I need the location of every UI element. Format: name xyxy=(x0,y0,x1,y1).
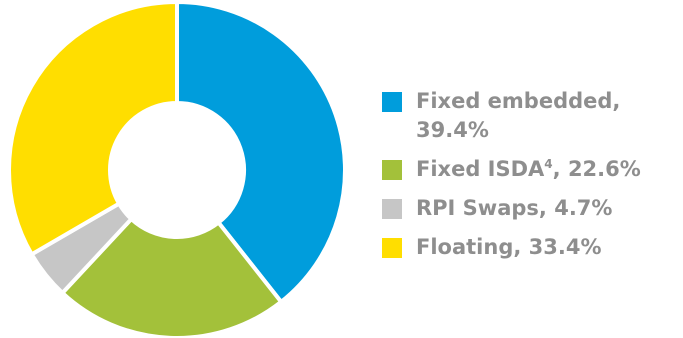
legend-label-fixed-isda: Fixed ISDA4, 22.6% xyxy=(416,157,641,181)
legend-swatch-fixed-isda xyxy=(382,160,402,180)
donut-slice-fixed-isda xyxy=(59,216,284,338)
donut-slice-fixed-embedded xyxy=(175,0,347,305)
chart-legend: Fixed embedded, 39.4% Fixed ISDA4, 22.6%… xyxy=(382,87,682,262)
legend-item-fixed-isda: Fixed ISDA4, 22.6% xyxy=(382,155,682,184)
legend-swatch-rpi-swaps xyxy=(382,199,402,219)
donut-slice-floating xyxy=(7,0,179,258)
legend-swatch-fixed-embedded xyxy=(382,92,402,112)
legend-label-floating: Floating, 33.4% xyxy=(416,235,602,259)
legend-item-floating: Floating, 33.4% xyxy=(382,233,682,262)
legend-swatch-floating xyxy=(382,238,402,258)
donut-chart xyxy=(7,0,347,338)
legend-label-fixed-embedded: Fixed embedded, 39.4% xyxy=(416,89,621,142)
legend-label-rpi-swaps: RPI Swaps, 4.7% xyxy=(416,196,613,220)
legend-item-rpi-swaps: RPI Swaps, 4.7% xyxy=(382,194,682,223)
legend-item-fixed-embedded: Fixed embedded, 39.4% xyxy=(382,87,682,145)
